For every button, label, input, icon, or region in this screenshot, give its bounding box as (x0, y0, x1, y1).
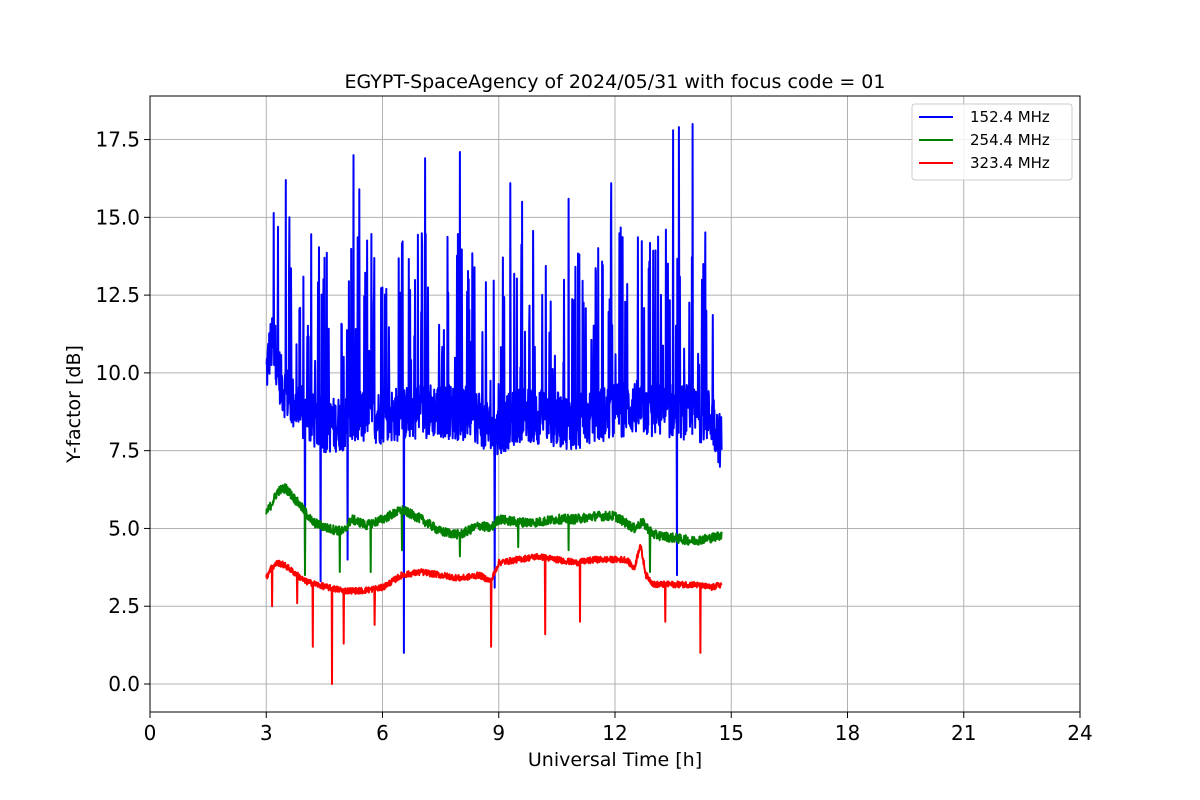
series-line-254-4-mhz (265, 483, 723, 577)
y-tick-label: 5.0 (108, 516, 140, 540)
y-axis-label: Y-factor [dB] (63, 345, 85, 464)
x-axis: 0 3 6 9 12 15 18 21 24 (144, 712, 1093, 745)
series-layer (265, 123, 723, 685)
y-tick-label: 2.5 (108, 594, 140, 618)
legend-label: 323.4 MHz (970, 154, 1050, 172)
y-tick-label: 12.5 (95, 283, 140, 307)
y-tick-label: 10.0 (95, 361, 140, 385)
legend: 152.4 MHz 254.4 MHz 323.4 MHz (911, 103, 1073, 181)
x-tick-label: 18 (835, 721, 860, 745)
x-tick-label: 24 (1067, 721, 1092, 745)
chart-title: EGYPT-SpaceAgency of 2024/05/31 with foc… (345, 71, 886, 93)
legend-label: 254.4 MHz (970, 131, 1050, 149)
y-axis: 0.0 2.5 5.0 7.5 10.0 12.5 15.0 17.5 (95, 128, 150, 696)
y-tick-label: 7.5 (108, 439, 140, 463)
x-tick-label: 12 (602, 721, 627, 745)
y-tick-label: 0.0 (108, 672, 140, 696)
legend-label: 152.4 MHz (970, 108, 1050, 126)
x-tick-label: 9 (492, 721, 505, 745)
y-tick-label: 15.0 (95, 205, 140, 229)
series-line-152-4-mhz (265, 123, 723, 654)
x-tick-label: 15 (719, 721, 744, 745)
y-tick-label: 17.5 (95, 128, 140, 152)
x-tick-label: 21 (951, 721, 976, 745)
legend-frame (911, 103, 1073, 181)
x-axis-label: Universal Time [h] (528, 749, 702, 771)
x-tick-label: 0 (144, 721, 157, 745)
x-tick-label: 6 (376, 721, 389, 745)
x-tick-label: 3 (260, 721, 273, 745)
series-line-323-4-mhz (265, 544, 723, 685)
